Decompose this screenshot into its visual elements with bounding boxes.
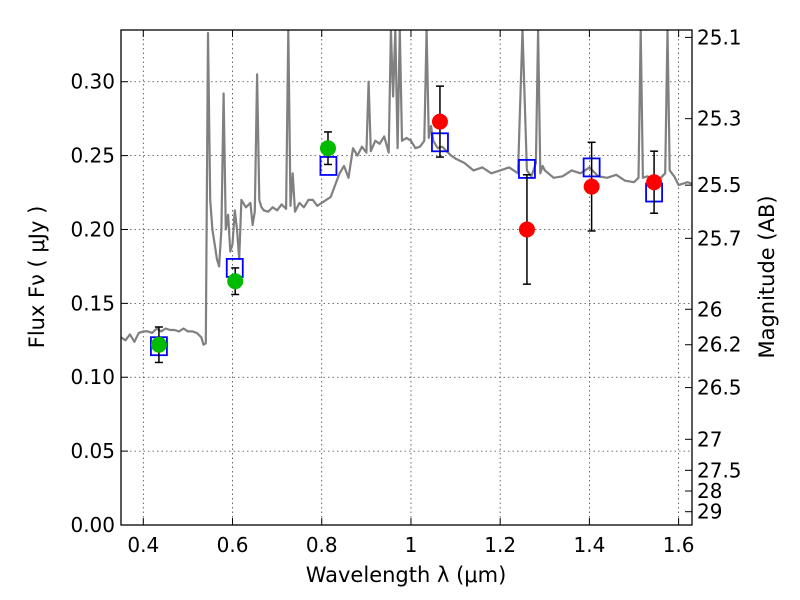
- x-tick-label: 0.6: [217, 533, 249, 557]
- magnitude-tick-label: 25.3: [697, 107, 742, 131]
- y-tick-label: 0.10: [70, 365, 115, 389]
- x-tick-label: 1.6: [663, 533, 695, 557]
- observed-photometry-point: [319, 140, 336, 157]
- right-axis-label: Magnitude (AB): [755, 195, 779, 358]
- y-tick-label: 0.15: [70, 291, 115, 315]
- y-tick-label: 0.30: [70, 70, 115, 94]
- observed-photometry-point: [518, 221, 535, 238]
- observed-photometry-point: [227, 273, 244, 290]
- observed-photometry-point: [646, 174, 663, 191]
- y-tick-label: 0.25: [70, 144, 115, 168]
- magnitude-tick-label: 25.7: [697, 226, 742, 250]
- magnitude-tick-label: 26.2: [697, 333, 742, 357]
- observed-photometry-point: [150, 336, 167, 353]
- observed-photometry-point: [431, 113, 448, 130]
- observed-photometry-point: [583, 178, 600, 195]
- y-tick-label: 0.20: [70, 217, 115, 241]
- grid: [121, 30, 692, 526]
- x-tick-label: 1.4: [573, 533, 605, 557]
- magnitude-tick-label: 27.5: [697, 458, 742, 482]
- x-tick-label: 1.2: [484, 533, 516, 557]
- magnitude-tick-label: 28: [697, 479, 722, 503]
- x-tick-label: 0.8: [306, 533, 338, 557]
- magnitude-tick-label: 26: [697, 297, 722, 321]
- x-axis-label: Wavelength λ (μm): [306, 563, 507, 587]
- axis-ticks: 0.4 0.6 0.8 1 1.2 1.4 1.6 0.00 0.05 0.10 0.15 0.20 0…: [70, 25, 741, 557]
- magnitude-tick-label: 25.1: [697, 25, 742, 49]
- magnitude-tick-label: 25.5: [697, 173, 742, 197]
- y-tick-label: 0.05: [70, 439, 115, 463]
- magnitude-tick-label: 27: [697, 427, 722, 451]
- y-axis-label: Flux Fν ( μJy ): [25, 206, 49, 349]
- x-tick-label: 0.4: [127, 533, 159, 557]
- plot-series: [121, 30, 692, 364]
- plot-frame: [120, 29, 693, 526]
- y-tick-label: 0.00: [70, 513, 115, 537]
- spectrum-line: [121, 30, 692, 346]
- x-tick-label: 1: [405, 533, 418, 557]
- magnitude-tick-label: 29: [697, 500, 722, 524]
- magnitude-tick-label: 26.5: [697, 376, 742, 400]
